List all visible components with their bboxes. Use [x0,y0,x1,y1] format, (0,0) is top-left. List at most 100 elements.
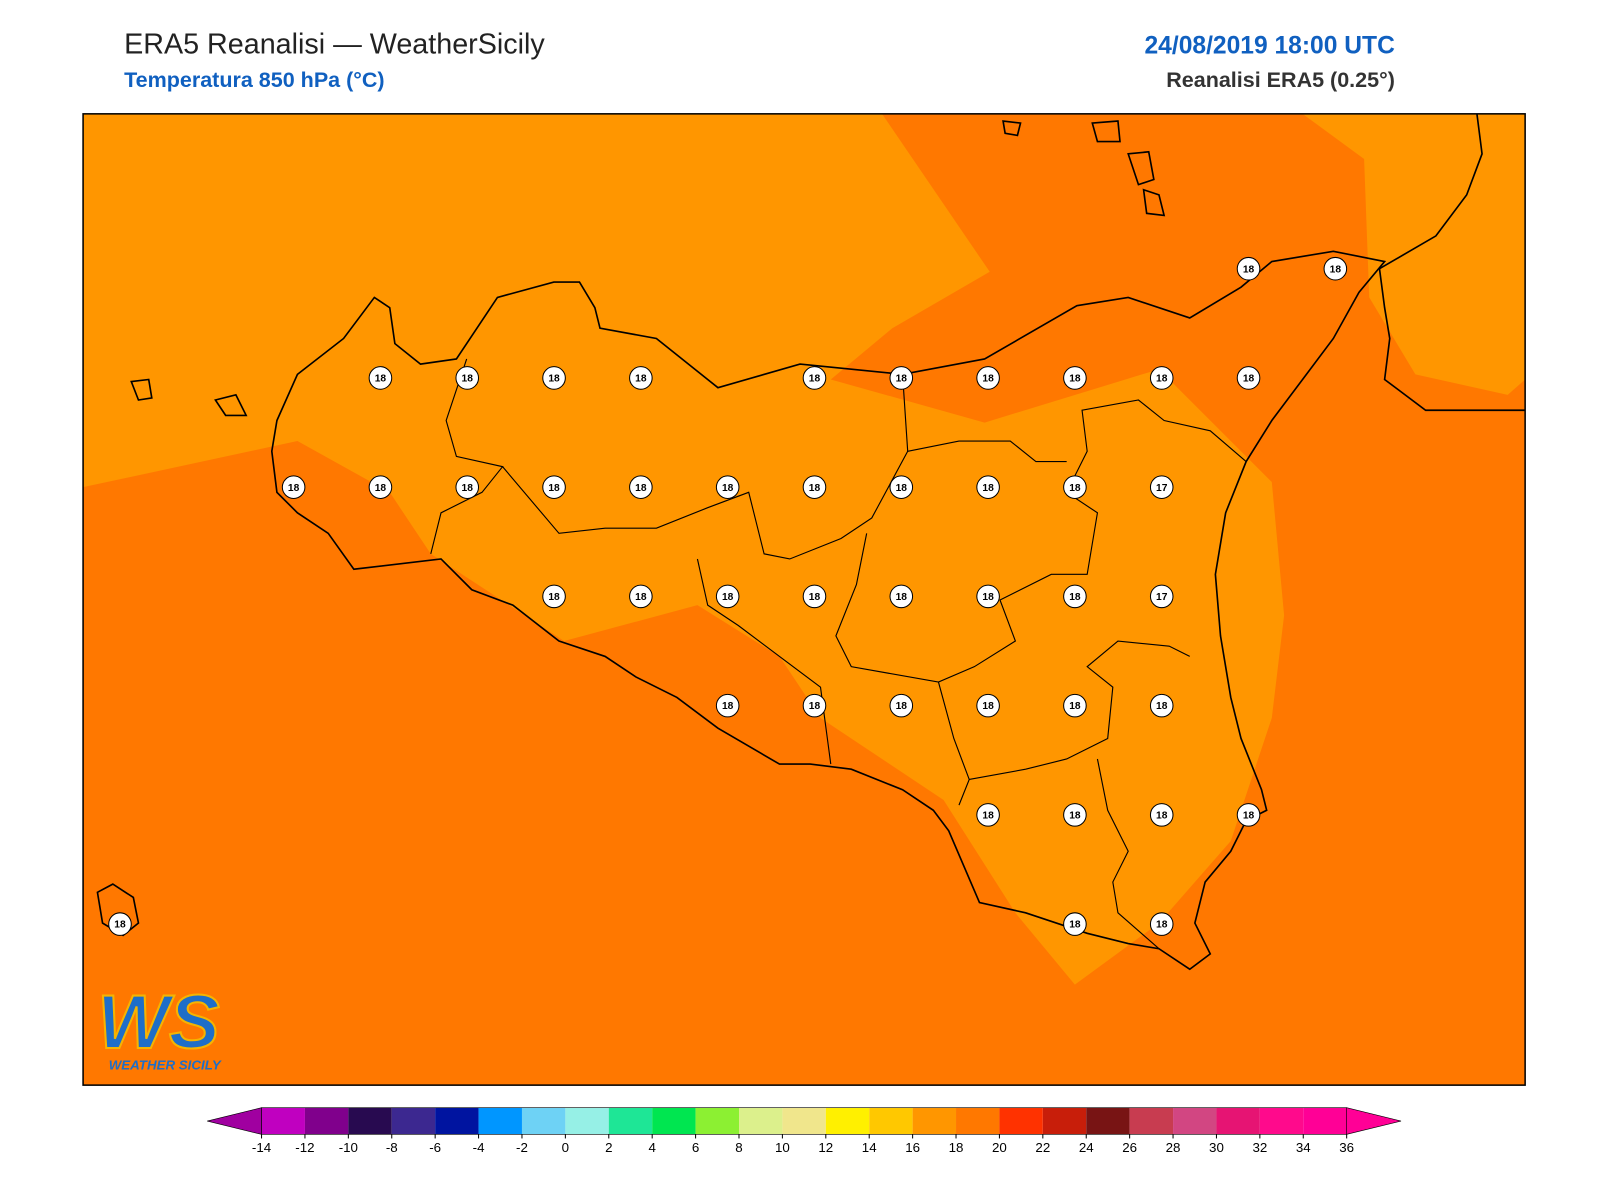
point-value: 18 [1156,701,1168,712]
point-marker [629,366,653,390]
coastline [1378,113,1526,412]
colorbar-tick-label: 8 [735,1140,742,1155]
colorbar-bin [695,1107,739,1135]
point-value: 18 [375,374,387,385]
point-marker [889,475,914,499]
colorbar-bin [1086,1107,1130,1135]
colorbar-tick-label: 20 [992,1140,1007,1155]
point-marker [1149,912,1174,936]
point-value: 18 [1069,374,1081,385]
point-value: 18 [722,592,734,603]
colorbar-tick-label: -14 [252,1140,272,1155]
colorbar-tick-label: 14 [862,1140,877,1155]
point-marker [1063,912,1087,936]
point-marker [715,584,740,609]
colorbar-bin [999,1107,1043,1135]
point-marker [455,475,480,499]
point-marker [1236,256,1261,281]
subtitle: Temperatura 850 hPa (°C) [124,68,384,92]
colorbar-bin [391,1107,436,1135]
colorbar-tick-label: 16 [905,1140,920,1155]
colorbar-tick-label: -4 [473,1140,485,1155]
logo: WS WEATHER SICILY [96,979,222,1073]
point-value: 18 [462,483,474,494]
colorbar-tick-label: 2 [605,1140,612,1155]
point-marker [1149,475,1174,499]
point-value: 17 [1156,592,1168,603]
point-marker [802,584,827,609]
point-marker [802,366,827,390]
point-marker [889,693,914,718]
logo-text: WEATHER SICILY [109,1058,222,1073]
point-value: 18 [462,374,474,385]
point-marker [1063,803,1087,827]
point-value: 18 [896,483,908,494]
point-marker [1149,693,1174,718]
point-value: 18 [1243,374,1255,385]
point-marker [1149,803,1174,827]
point-marker [976,366,1000,390]
colorbar-tick-label: -10 [339,1140,358,1155]
point-marker [1236,366,1261,390]
colorbar-tick-label: 6 [692,1140,699,1155]
colorbar-frame [261,1107,1347,1135]
point-value: 18 [288,483,300,494]
colorbar-tick-label: 34 [1296,1140,1311,1155]
point-value: 18 [809,592,821,603]
point-value: 18 [722,701,734,712]
point-marker [1149,584,1174,609]
point-marker [1149,366,1174,390]
point-value: 17 [1156,483,1168,494]
point-marker [976,693,1000,718]
colorbar-bin [304,1107,349,1135]
point-value: 18 [896,701,908,712]
colorbar-bin [1303,1107,1347,1135]
point-value: 18 [722,483,734,494]
point-marker [976,475,1000,499]
colorbar-tick-label: 4 [648,1140,656,1155]
colorbar-bin [869,1107,913,1135]
colorbar-tick-label: 0 [562,1140,569,1155]
colorbar-bin [1042,1107,1087,1135]
point-value: 18 [809,701,821,712]
coastline [270,250,1387,971]
point-value: 18 [1243,810,1255,821]
colorbar-bin [565,1107,609,1135]
point-value: 18 [982,483,994,494]
colorbar-tick-label: 22 [1035,1140,1050,1155]
point-value: 18 [896,592,908,603]
colorbar-bin [956,1107,1000,1135]
colorbar-bin [1129,1107,1174,1135]
point-marker [108,912,132,936]
colorbar-bin [1173,1107,1217,1135]
point-marker [715,693,740,718]
point-value: 18 [548,374,560,385]
colorbar-bin [825,1107,870,1135]
point-marker [542,366,566,390]
colorbar-bin [261,1107,305,1135]
point-marker [802,475,827,499]
source: Reanalisi ERA5 (0.25°) [1166,68,1395,92]
colorbar-bin [521,1107,566,1135]
point-value: 18 [809,374,821,385]
field-region [83,113,1285,985]
point-marker [1063,366,1087,390]
colorbar-bin [348,1107,392,1135]
point-value: 18 [1156,374,1168,385]
colorbar-tick-label: 12 [818,1140,833,1155]
grid-points: 18 18 18 18 18 18 18 18 18 18 18 18 18 18 18 18 18 18 18 18… [108,256,1348,936]
province-border [937,681,970,806]
point-marker [976,584,1000,609]
point-value: 18 [982,810,994,821]
point-marker [889,366,914,390]
field-region [1302,113,1526,395]
province-border [502,374,909,560]
title: ERA5 Reanalisi — WeatherSicily [124,28,545,60]
point-value: 18 [1156,810,1168,821]
colorbar-bin [478,1107,522,1135]
colorbar-bin [652,1107,696,1135]
colorbar-tick-label: 18 [949,1140,964,1155]
logo-mark: WS [97,980,219,1065]
point-marker [542,475,566,499]
